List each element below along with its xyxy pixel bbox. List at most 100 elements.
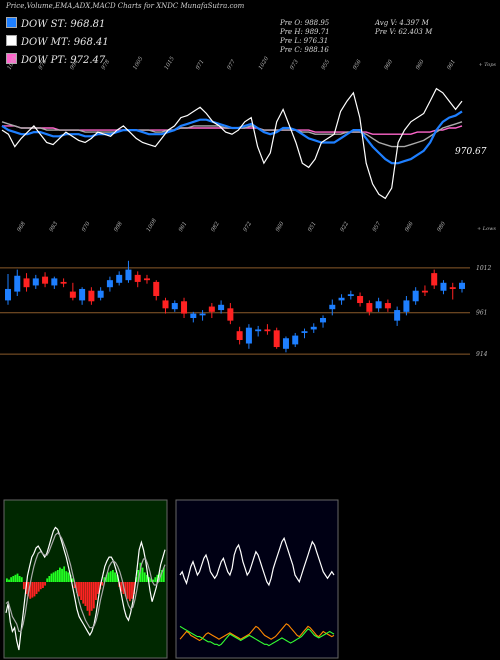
macd-histogram-bar: [120, 582, 123, 592]
macd-histogram-bar: [131, 582, 133, 599]
candle-body: [329, 304, 336, 310]
ema-top-label: 956: [352, 58, 363, 71]
macd-histogram-bar: [160, 570, 163, 582]
macd-histogram-bar: [6, 578, 8, 582]
candle-body: [375, 301, 382, 309]
macd-histogram-bar: [31, 582, 34, 598]
macd-histogram-bar: [82, 582, 85, 604]
legend-swatch-pt: [6, 53, 17, 64]
macd-histogram-bar: [12, 576, 15, 582]
candle-body: [14, 275, 21, 292]
macd-histogram-bar: [156, 574, 159, 582]
macd-histogram-bar: [52, 572, 55, 582]
macd-histogram-bar: [71, 578, 74, 582]
ema-right-top-label: + Tops: [478, 62, 496, 68]
candle-body: [143, 278, 150, 281]
candle-body: [134, 274, 141, 282]
candle-body: [116, 274, 123, 283]
ohlc-avg-volume: Avg V: 4.397 M: [375, 19, 429, 27]
candle-body: [421, 290, 428, 293]
ema-top-label: 960: [384, 58, 395, 71]
candle-body: [5, 288, 11, 301]
macd-histogram-bar: [14, 574, 17, 582]
ema-bottom-label: 922: [340, 220, 351, 233]
candle-body: [23, 278, 30, 288]
candle-body: [79, 288, 86, 301]
ema-top-label: 1003: [7, 55, 19, 71]
macd-histogram-bar: [63, 566, 66, 582]
macd-histogram-bar: [22, 582, 25, 590]
candle-body: [97, 290, 104, 298]
candle-body: [51, 278, 58, 286]
ema-bottom-label: 1008: [146, 217, 158, 233]
price-level-label: 961: [476, 310, 487, 317]
candle-body: [227, 308, 234, 321]
ema-bottom-label: 982: [210, 220, 221, 233]
ema-bottom-label: 960: [275, 220, 286, 233]
candle-body: [347, 294, 354, 296]
macd-histogram-bar: [20, 577, 23, 582]
macd-histogram-bar: [56, 570, 59, 582]
candle-body: [449, 287, 456, 289]
candle-body: [106, 280, 113, 288]
adx-line: [179, 625, 335, 647]
ema-top-label: 994: [69, 58, 80, 71]
macd-histogram-bar: [139, 562, 142, 582]
candle-body: [394, 310, 401, 321]
ema-bottom-label: 980: [437, 220, 448, 233]
macd-histogram-bar: [112, 570, 114, 582]
ema-top-label: 973: [289, 58, 300, 71]
macd-histogram-bar: [107, 572, 110, 582]
ema-top-label: 1015: [164, 55, 176, 71]
macd-histogram-bar: [29, 582, 32, 599]
candle-body: [171, 303, 178, 310]
macd-histogram-bar: [109, 571, 112, 582]
ema-top-label: 978: [101, 58, 112, 71]
ema-series-line: [1, 110, 463, 165]
macd-histogram-bar: [114, 572, 116, 582]
macd-histogram-bar: [75, 582, 78, 593]
macd-histogram-bar: [18, 576, 21, 582]
ema-series-line: [1, 87, 463, 200]
macd-histogram-bar: [101, 582, 104, 586]
macd-histogram-bar: [126, 582, 129, 599]
candle-body: [273, 330, 280, 348]
candle-body: [125, 269, 132, 281]
ema-bottom-label: 983: [49, 220, 60, 233]
ema-bottom-label: 972: [243, 220, 254, 233]
macd-histogram-bar: [54, 571, 57, 582]
macd-histogram-bar: [116, 574, 119, 582]
macd-line: [5, 526, 166, 651]
macd-histogram-bar: [143, 572, 146, 582]
candle-body: [412, 290, 419, 302]
candle-body: [88, 290, 95, 302]
ema-bottom-label: 970: [81, 220, 92, 233]
candle-body: [245, 327, 252, 344]
candle-body: [69, 291, 76, 298]
candle-body: [255, 329, 262, 332]
candle-body: [208, 306, 215, 312]
candle-body: [366, 303, 373, 312]
ema-bottom-label: 966: [404, 220, 415, 233]
price-level-label: 1012: [476, 265, 491, 272]
candle-body: [403, 300, 410, 312]
macd-histogram-bar: [27, 582, 30, 597]
ohlc-prev-volume: Pre V: 62.403 M: [375, 28, 433, 36]
macd-histogram-bar: [133, 582, 136, 594]
macd-histogram-bar: [97, 582, 99, 594]
macd-histogram-bar: [78, 582, 80, 597]
candle-body: [384, 303, 391, 309]
ema-top-label: 1020: [258, 55, 270, 71]
macd-histogram-bar: [46, 578, 49, 582]
legend-swatch-mt: [6, 35, 17, 46]
macd-histogram-bar: [37, 582, 40, 592]
ohlc-open: Pre O: 988.95: [280, 19, 330, 27]
macd-histogram-bar: [80, 582, 83, 600]
macd-histogram-bar: [33, 582, 36, 597]
macd-histogram-bar: [162, 567, 165, 582]
macd-histogram-bar: [16, 573, 19, 582]
macd-histogram-bar: [105, 574, 108, 582]
macd-histogram-bar: [86, 582, 89, 611]
